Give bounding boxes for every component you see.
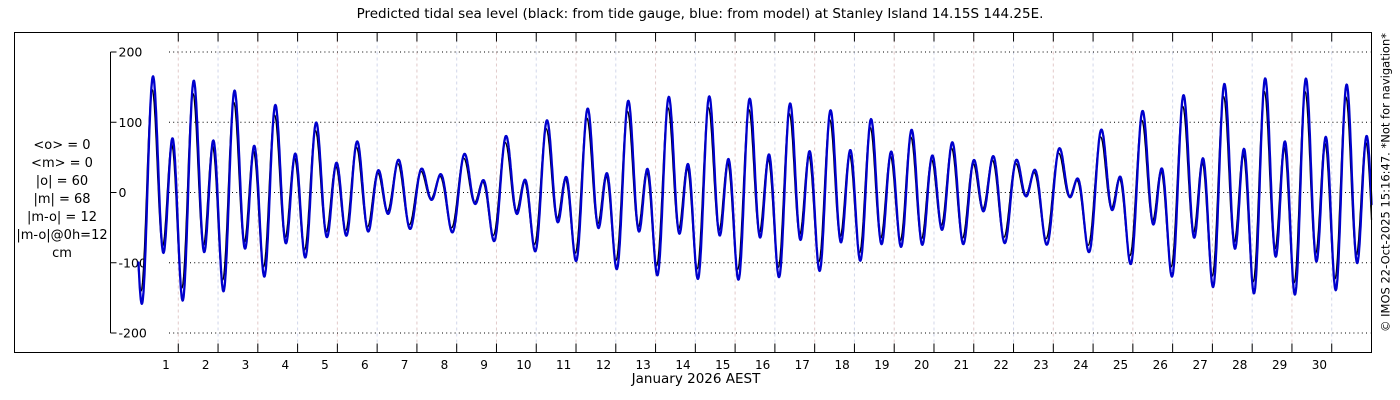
x-tick-label: 11: [556, 358, 571, 372]
x-tick-label: 17: [795, 358, 810, 372]
x-tick-label: 13: [636, 358, 651, 372]
x-tick-label: 10: [516, 358, 531, 372]
y-tick-label: 100: [119, 115, 143, 130]
y-tick-label: 200: [119, 45, 143, 60]
x-tick-label: 19: [874, 358, 889, 372]
x-tick-label: 24: [1073, 358, 1088, 372]
chart-title: Predicted tidal sea level (black: from t…: [356, 6, 1044, 22]
y-tick-label: -200: [119, 326, 147, 341]
x-tick-label: 8: [441, 358, 449, 372]
x-tick-label: 27: [1192, 358, 1207, 372]
stat-line: <m> = 0: [31, 156, 93, 171]
x-tick-label: 3: [242, 358, 250, 372]
y-tick-label: 0: [119, 185, 127, 200]
x-tick-label: 22: [994, 358, 1009, 372]
stat-line: |m-o|@0h=12: [16, 228, 108, 243]
y-tick-label: -100: [119, 255, 147, 270]
x-axis-label: January 2026 AEST: [631, 371, 761, 387]
x-tick-label: 2: [202, 358, 210, 372]
stat-line: <o> = 0: [33, 138, 91, 153]
stat-line: |o| = 60: [35, 174, 89, 189]
x-tick-label: 18: [834, 358, 849, 372]
stat-line: cm: [52, 246, 72, 261]
x-tick-label: 15: [715, 358, 730, 372]
stats-annotation: <o> = 0 <m> = 0 |o| = 60 |m| = 68 |m-o| = 12…: [12, 137, 112, 263]
x-tick-label: 9: [480, 358, 488, 372]
x-tick-label: 25: [1113, 358, 1128, 372]
x-tick-label: 26: [1153, 358, 1168, 372]
x-tick-label: 29: [1272, 358, 1287, 372]
x-tick-label: 1: [162, 358, 170, 372]
x-tick-label: 20: [914, 358, 929, 372]
copyright-watermark: © IMOS 22-Oct-2025 15:16:47. *Not for na…: [1378, 33, 1393, 332]
x-tick-label: 16: [755, 358, 770, 372]
x-tick-label: 12: [596, 358, 611, 372]
x-tick-label: 5: [321, 358, 329, 372]
stat-line: |m-o| = 12: [26, 210, 97, 225]
model-curve: [137, 75, 1373, 305]
x-tick-label: 14: [675, 358, 690, 372]
x-tick-label: 7: [401, 358, 409, 372]
x-tick-label: 28: [1232, 358, 1247, 372]
x-tick-label: 30: [1312, 358, 1327, 372]
stat-line: |m| = 68: [33, 192, 91, 207]
x-tick-label: 4: [281, 358, 289, 372]
x-tick-label: 23: [1033, 358, 1048, 372]
plot-border: [14, 32, 1372, 353]
x-tick-label: 21: [954, 358, 969, 372]
x-tick-label: 6: [361, 358, 369, 372]
